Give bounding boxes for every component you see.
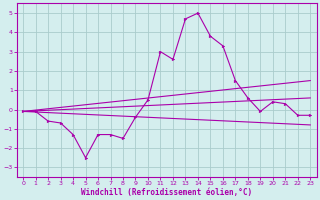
- X-axis label: Windchill (Refroidissement éolien,°C): Windchill (Refroidissement éolien,°C): [81, 188, 252, 197]
